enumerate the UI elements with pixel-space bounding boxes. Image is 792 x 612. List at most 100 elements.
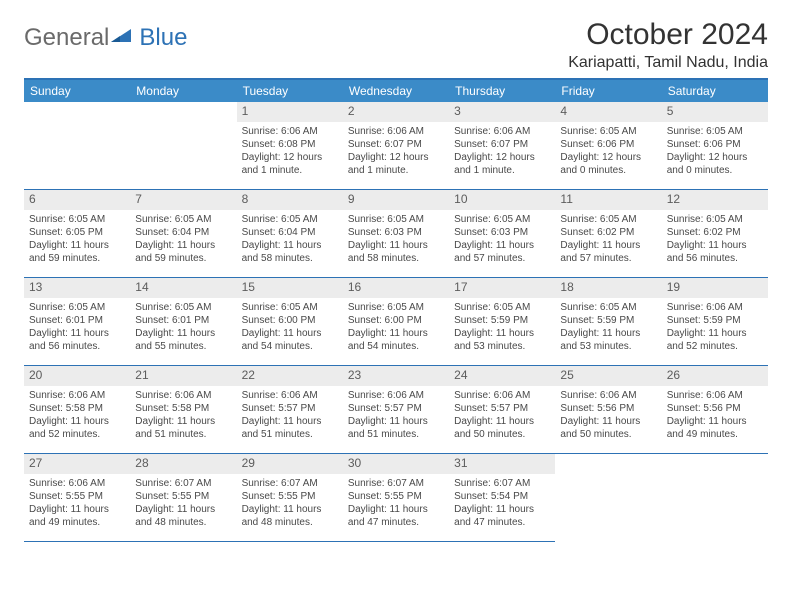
weekday-header: Tuesday bbox=[237, 80, 343, 102]
day2-text: and 50 minutes. bbox=[454, 428, 550, 441]
day2-text: and 1 minute. bbox=[348, 164, 444, 177]
sunset-text: Sunset: 5:57 PM bbox=[242, 402, 338, 415]
day-details: Sunrise: 6:07 AMSunset: 5:54 PMDaylight:… bbox=[449, 474, 555, 534]
sunrise-text: Sunrise: 6:06 AM bbox=[454, 389, 550, 402]
day1-text: Daylight: 11 hours bbox=[348, 503, 444, 516]
sunrise-text: Sunrise: 6:06 AM bbox=[242, 389, 338, 402]
calendar-page: General Blue October 2024 Kariapatti, Ta… bbox=[0, 0, 792, 560]
sunrise-text: Sunrise: 6:07 AM bbox=[135, 477, 231, 490]
day-number: 30 bbox=[343, 454, 449, 474]
day-details: Sunrise: 6:05 AMSunset: 6:06 PMDaylight:… bbox=[555, 122, 661, 182]
day-cell: 2Sunrise: 6:06 AMSunset: 6:07 PMDaylight… bbox=[343, 102, 449, 190]
day-cell: 9Sunrise: 6:05 AMSunset: 6:03 PMDaylight… bbox=[343, 190, 449, 278]
day-cell: 12Sunrise: 6:05 AMSunset: 6:02 PMDayligh… bbox=[662, 190, 768, 278]
header: General Blue October 2024 Kariapatti, Ta… bbox=[24, 18, 768, 72]
day2-text: and 53 minutes. bbox=[560, 340, 656, 353]
day-number: 27 bbox=[24, 454, 130, 474]
day-cell: 19Sunrise: 6:06 AMSunset: 5:59 PMDayligh… bbox=[662, 278, 768, 366]
sunset-text: Sunset: 5:58 PM bbox=[29, 402, 125, 415]
logo: General Blue bbox=[24, 24, 187, 52]
location: Kariapatti, Tamil Nadu, India bbox=[568, 54, 768, 72]
day-number: 19 bbox=[662, 278, 768, 298]
day2-text: and 59 minutes. bbox=[29, 252, 125, 265]
sunset-text: Sunset: 5:55 PM bbox=[29, 490, 125, 503]
day-details: Sunrise: 6:05 AMSunset: 6:02 PMDaylight:… bbox=[555, 210, 661, 270]
day1-text: Daylight: 11 hours bbox=[667, 415, 763, 428]
day-details: Sunrise: 6:07 AMSunset: 5:55 PMDaylight:… bbox=[237, 474, 343, 534]
day1-text: Daylight: 11 hours bbox=[135, 239, 231, 252]
day1-text: Daylight: 11 hours bbox=[667, 327, 763, 340]
sunrise-text: Sunrise: 6:05 AM bbox=[242, 213, 338, 226]
day-cell: 22Sunrise: 6:06 AMSunset: 5:57 PMDayligh… bbox=[237, 366, 343, 454]
day2-text: and 51 minutes. bbox=[242, 428, 338, 441]
day-details: Sunrise: 6:07 AMSunset: 5:55 PMDaylight:… bbox=[130, 474, 236, 534]
day-cell: 15Sunrise: 6:05 AMSunset: 6:00 PMDayligh… bbox=[237, 278, 343, 366]
day-details: Sunrise: 6:05 AMSunset: 6:06 PMDaylight:… bbox=[662, 122, 768, 182]
day-details: Sunrise: 6:06 AMSunset: 5:55 PMDaylight:… bbox=[24, 474, 130, 534]
day-cell: 5Sunrise: 6:05 AMSunset: 6:06 PMDaylight… bbox=[662, 102, 768, 190]
sunrise-text: Sunrise: 6:06 AM bbox=[560, 389, 656, 402]
day-details: Sunrise: 6:05 AMSunset: 6:01 PMDaylight:… bbox=[24, 298, 130, 358]
day2-text: and 50 minutes. bbox=[560, 428, 656, 441]
calendar-grid: 1Sunrise: 6:06 AMSunset: 6:08 PMDaylight… bbox=[24, 102, 768, 542]
sunrise-text: Sunrise: 6:05 AM bbox=[560, 125, 656, 138]
sunset-text: Sunset: 5:56 PM bbox=[560, 402, 656, 415]
day-details: Sunrise: 6:06 AMSunset: 5:57 PMDaylight:… bbox=[343, 386, 449, 446]
sunset-text: Sunset: 5:55 PM bbox=[135, 490, 231, 503]
day-number: 28 bbox=[130, 454, 236, 474]
day1-text: Daylight: 12 hours bbox=[242, 151, 338, 164]
day-cell: 11Sunrise: 6:05 AMSunset: 6:02 PMDayligh… bbox=[555, 190, 661, 278]
sunrise-text: Sunrise: 6:07 AM bbox=[242, 477, 338, 490]
weekday-header: Thursday bbox=[449, 80, 555, 102]
day-cell: 20Sunrise: 6:06 AMSunset: 5:58 PMDayligh… bbox=[24, 366, 130, 454]
sunset-text: Sunset: 6:00 PM bbox=[348, 314, 444, 327]
day-details: Sunrise: 6:05 AMSunset: 6:02 PMDaylight:… bbox=[662, 210, 768, 270]
weekday-header: Friday bbox=[555, 80, 661, 102]
day1-text: Daylight: 11 hours bbox=[242, 239, 338, 252]
day-cell: 31Sunrise: 6:07 AMSunset: 5:54 PMDayligh… bbox=[449, 454, 555, 542]
sunset-text: Sunset: 6:04 PM bbox=[242, 226, 338, 239]
sunrise-text: Sunrise: 6:05 AM bbox=[135, 213, 231, 226]
day-cell: 1Sunrise: 6:06 AMSunset: 6:08 PMDaylight… bbox=[237, 102, 343, 190]
weekday-header: Monday bbox=[130, 80, 236, 102]
day-number: 21 bbox=[130, 366, 236, 386]
day-cell: 30Sunrise: 6:07 AMSunset: 5:55 PMDayligh… bbox=[343, 454, 449, 542]
day-number: 3 bbox=[449, 102, 555, 122]
day2-text: and 52 minutes. bbox=[29, 428, 125, 441]
day-details: Sunrise: 6:07 AMSunset: 5:55 PMDaylight:… bbox=[343, 474, 449, 534]
sunrise-text: Sunrise: 6:07 AM bbox=[348, 477, 444, 490]
sunset-text: Sunset: 6:07 PM bbox=[348, 138, 444, 151]
day-cell: 7Sunrise: 6:05 AMSunset: 6:04 PMDaylight… bbox=[130, 190, 236, 278]
day-number: 29 bbox=[237, 454, 343, 474]
day2-text: and 53 minutes. bbox=[454, 340, 550, 353]
day2-text: and 52 minutes. bbox=[667, 340, 763, 353]
logo-triangle-icon bbox=[111, 27, 135, 50]
day-details: Sunrise: 6:05 AMSunset: 6:04 PMDaylight:… bbox=[237, 210, 343, 270]
day-details: Sunrise: 6:05 AMSunset: 6:03 PMDaylight:… bbox=[343, 210, 449, 270]
sunrise-text: Sunrise: 6:05 AM bbox=[29, 213, 125, 226]
sunrise-text: Sunrise: 6:06 AM bbox=[242, 125, 338, 138]
day2-text: and 1 minute. bbox=[242, 164, 338, 177]
day-cell: 23Sunrise: 6:06 AMSunset: 5:57 PMDayligh… bbox=[343, 366, 449, 454]
day2-text: and 0 minutes. bbox=[667, 164, 763, 177]
sunrise-text: Sunrise: 6:06 AM bbox=[348, 389, 444, 402]
day-cell: 17Sunrise: 6:05 AMSunset: 5:59 PMDayligh… bbox=[449, 278, 555, 366]
day-number: 4 bbox=[555, 102, 661, 122]
day-number: 10 bbox=[449, 190, 555, 210]
sunrise-text: Sunrise: 6:05 AM bbox=[135, 301, 231, 314]
day-cell: 4Sunrise: 6:05 AMSunset: 6:06 PMDaylight… bbox=[555, 102, 661, 190]
sunset-text: Sunset: 5:59 PM bbox=[667, 314, 763, 327]
empty-cell bbox=[24, 102, 130, 190]
weekday-row: SundayMondayTuesdayWednesdayThursdayFrid… bbox=[24, 80, 768, 102]
day1-text: Daylight: 11 hours bbox=[242, 415, 338, 428]
sunrise-text: Sunrise: 6:05 AM bbox=[667, 125, 763, 138]
day1-text: Daylight: 11 hours bbox=[560, 239, 656, 252]
sunset-text: Sunset: 6:08 PM bbox=[242, 138, 338, 151]
day-cell: 8Sunrise: 6:05 AMSunset: 6:04 PMDaylight… bbox=[237, 190, 343, 278]
sunrise-text: Sunrise: 6:05 AM bbox=[348, 301, 444, 314]
day-details: Sunrise: 6:06 AMSunset: 6:08 PMDaylight:… bbox=[237, 122, 343, 182]
sunrise-text: Sunrise: 6:05 AM bbox=[667, 213, 763, 226]
day-number: 1 bbox=[237, 102, 343, 122]
day-details: Sunrise: 6:06 AMSunset: 5:58 PMDaylight:… bbox=[24, 386, 130, 446]
sunset-text: Sunset: 5:58 PM bbox=[135, 402, 231, 415]
